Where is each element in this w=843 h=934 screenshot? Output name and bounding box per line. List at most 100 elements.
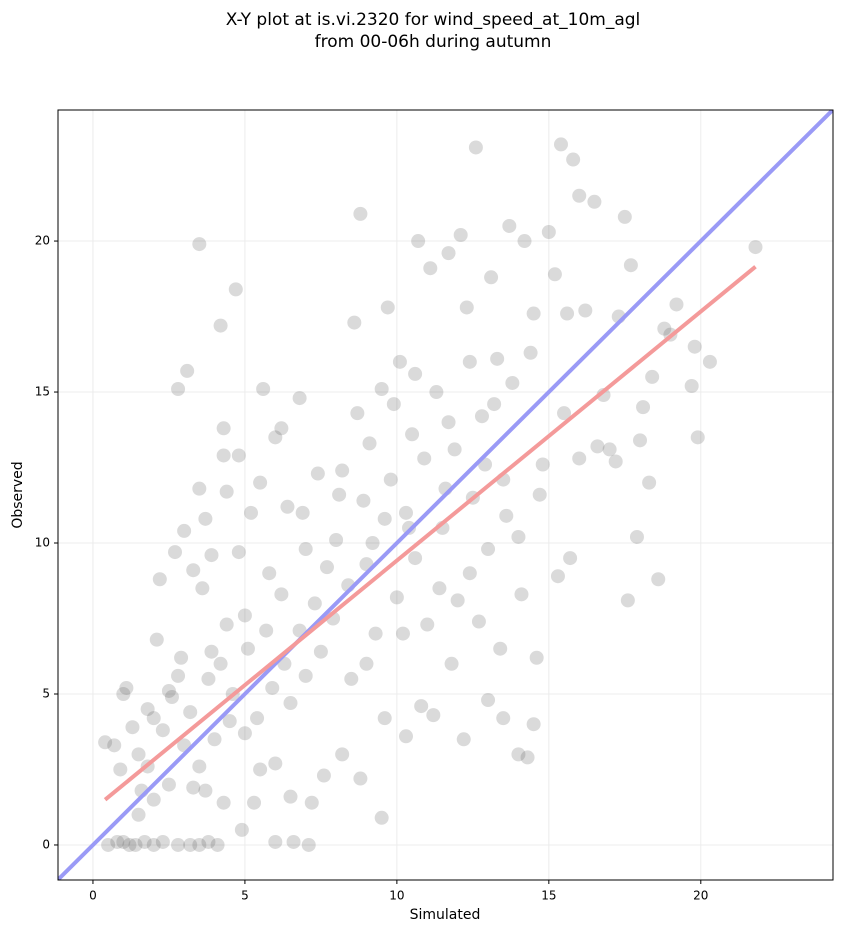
point (408, 366, 423, 381)
point (487, 397, 502, 412)
point (511, 747, 526, 762)
point (140, 702, 155, 717)
point (687, 339, 702, 354)
point (216, 448, 231, 463)
point (177, 523, 192, 538)
point (368, 626, 383, 641)
point (265, 680, 280, 695)
point (213, 656, 228, 671)
point (283, 696, 298, 711)
point (234, 822, 249, 837)
point (380, 300, 395, 315)
point (198, 511, 213, 526)
point (505, 375, 520, 390)
point (204, 644, 219, 659)
point (295, 505, 310, 520)
point (192, 481, 207, 496)
point (702, 354, 717, 369)
point (447, 442, 462, 457)
point (602, 442, 617, 457)
point (186, 563, 201, 578)
point (520, 750, 535, 765)
point (389, 590, 404, 605)
point (201, 834, 216, 849)
point (253, 475, 268, 490)
point (122, 837, 137, 852)
point (402, 520, 417, 535)
y-tick-label: 10 (35, 536, 50, 550)
point (155, 834, 170, 849)
point (201, 671, 216, 686)
point (152, 572, 167, 587)
point (420, 617, 435, 632)
point (423, 261, 438, 276)
x-tick-label: 5 (241, 889, 249, 903)
point (101, 837, 116, 852)
point (350, 406, 365, 421)
point (459, 300, 474, 315)
point (490, 351, 505, 366)
point (377, 711, 392, 726)
point (344, 671, 359, 686)
point (429, 385, 444, 400)
point (444, 656, 459, 671)
point (213, 318, 228, 333)
point (496, 711, 511, 726)
point (365, 536, 380, 551)
point (210, 837, 225, 852)
x-tick-label: 20 (693, 889, 708, 903)
point (332, 487, 347, 502)
point (231, 448, 246, 463)
point (146, 711, 161, 726)
point (572, 451, 587, 466)
point (386, 397, 401, 412)
point (274, 587, 289, 602)
point (408, 551, 423, 566)
point (499, 508, 514, 523)
point (298, 542, 313, 557)
point (222, 714, 237, 729)
x-tick-label: 0 (89, 889, 97, 903)
point (335, 747, 350, 762)
x-axis-label: Simulated (410, 907, 481, 923)
point (128, 837, 143, 852)
x-tick-label: 15 (541, 889, 556, 903)
point (633, 433, 648, 448)
point (395, 626, 410, 641)
point (623, 258, 638, 273)
point (359, 656, 374, 671)
point (636, 400, 651, 415)
point (171, 382, 186, 397)
point (180, 363, 195, 378)
point (587, 194, 602, 209)
point (219, 484, 234, 499)
point (560, 306, 575, 321)
point (629, 529, 644, 544)
point (684, 378, 699, 393)
point (149, 632, 164, 647)
point (748, 240, 763, 255)
point (374, 810, 389, 825)
point (453, 228, 468, 243)
point (319, 560, 334, 575)
point (353, 771, 368, 786)
point (171, 668, 186, 683)
point (335, 463, 350, 478)
point (608, 454, 623, 469)
point (171, 837, 186, 852)
point (405, 427, 420, 442)
chart-title: from 00-06h during autumn (315, 32, 552, 52)
point (557, 406, 572, 421)
point (493, 641, 508, 656)
point (481, 693, 496, 708)
point (566, 152, 581, 167)
plot-frame (57, 109, 834, 881)
point (183, 705, 198, 720)
point (535, 457, 550, 472)
point (377, 511, 392, 526)
point (514, 587, 529, 602)
point (553, 137, 568, 152)
point (502, 218, 517, 233)
x-tick-label: 10 (389, 889, 404, 903)
